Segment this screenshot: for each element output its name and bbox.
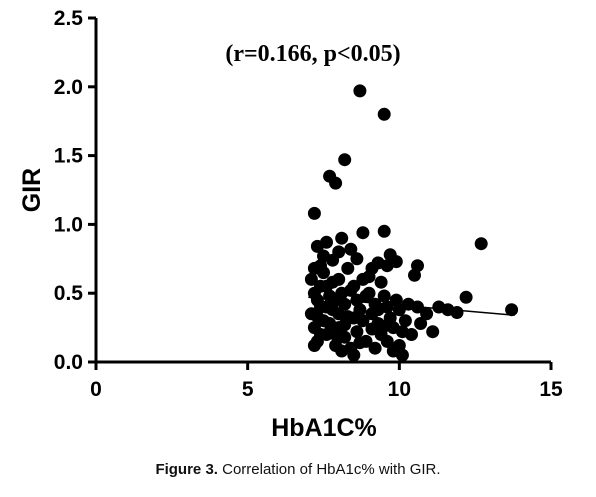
y-axis-title: GIR — [18, 168, 46, 212]
data-point — [377, 289, 391, 303]
data-point — [320, 300, 333, 314]
data-point — [350, 252, 364, 266]
x-tick-label: 15 — [539, 378, 563, 401]
data-point — [386, 344, 400, 358]
data-point — [380, 334, 394, 348]
data-point — [380, 259, 394, 273]
data-point — [359, 289, 373, 303]
correlation-annotation: (r=0.166, p<0.05) — [225, 41, 400, 67]
data-point — [314, 328, 327, 341]
data-point — [347, 348, 361, 362]
data-point — [474, 237, 488, 251]
figure-caption-text: Correlation of HbA1c% with GIR. — [222, 461, 441, 478]
data-point — [307, 261, 321, 275]
data-point — [459, 290, 473, 304]
data-point — [405, 328, 418, 341]
data-point — [314, 279, 327, 293]
axis-ticks: 0.0 0.5 1.0 1.5 2.0 2.5 0 5 10 15 — [54, 7, 563, 401]
data-point — [377, 107, 391, 121]
data-point — [344, 242, 358, 256]
y-tick-label: 0.0 — [54, 351, 83, 374]
data-point — [344, 283, 358, 297]
y-tick-label: 1.5 — [54, 145, 84, 168]
data-point — [368, 341, 382, 355]
x-tick-label: 0 — [90, 378, 102, 401]
x-tick-label: 10 — [388, 378, 411, 401]
data-point — [320, 235, 333, 249]
y-tick-label: 1.0 — [54, 213, 83, 236]
data-point — [350, 325, 364, 339]
y-tick-label: 0.5 — [54, 282, 84, 305]
data-points — [304, 84, 519, 362]
data-point — [307, 206, 321, 220]
data-point — [347, 311, 361, 325]
data-point — [338, 153, 352, 167]
data-point — [398, 314, 412, 328]
data-point — [450, 306, 464, 319]
data-point — [338, 318, 352, 332]
data-point — [329, 176, 343, 190]
x-tick-label: 5 — [242, 378, 254, 401]
data-point — [304, 272, 318, 286]
data-point — [353, 336, 367, 350]
y-tick-label: 2.5 — [54, 7, 84, 30]
data-point — [414, 317, 428, 330]
data-point — [377, 224, 391, 238]
data-point — [310, 310, 324, 324]
data-point — [408, 268, 421, 282]
data-point — [356, 272, 370, 286]
data-point — [335, 231, 349, 245]
data-point — [392, 303, 406, 317]
scatter-chart: 0.0 0.5 1.0 1.5 2.0 2.5 0 5 10 15 (r=0.166, p<0.0… — [18, 7, 563, 442]
data-point — [377, 319, 391, 333]
data-point — [371, 303, 385, 317]
data-point — [341, 261, 355, 275]
data-point — [426, 325, 440, 339]
data-point — [505, 303, 519, 317]
data-point — [365, 322, 379, 336]
data-point — [356, 226, 370, 240]
y-tick-label: 2.0 — [54, 76, 83, 99]
data-point — [307, 339, 321, 352]
data-point — [323, 317, 337, 330]
x-axis-title: HbA1C% — [271, 414, 377, 442]
data-point — [335, 344, 349, 358]
data-point — [353, 84, 367, 98]
trend-line — [308, 296, 515, 316]
data-point — [332, 245, 346, 259]
figure-label: Figure 3. — [155, 461, 218, 478]
data-point — [420, 307, 434, 321]
data-point — [326, 275, 340, 289]
data-point — [332, 307, 346, 321]
data-point — [374, 275, 388, 289]
figure-caption: Figure 3. Correlation of HbA1c% with GIR… — [0, 461, 596, 478]
data-point — [329, 328, 343, 341]
